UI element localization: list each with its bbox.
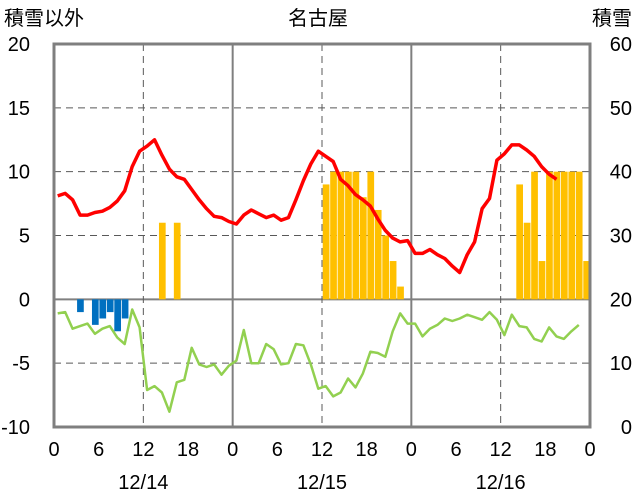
right-tick-label: 20 — [610, 289, 632, 311]
left-tick-label: 5 — [19, 226, 30, 248]
snow-bar — [546, 171, 553, 300]
left-tick-label: -10 — [1, 417, 30, 439]
blue-bar — [77, 299, 84, 313]
x-tick-label: 0 — [48, 439, 59, 461]
snow-bar — [337, 171, 345, 300]
date-label: 12/14 — [118, 472, 168, 494]
right-axis-ticks: 60 50 40 30 20 10 0 — [610, 34, 632, 439]
blue-bar — [121, 299, 129, 319]
snow-bar — [516, 184, 523, 300]
right-axis-label: 積雪 — [592, 6, 632, 30]
blue-bar — [91, 299, 99, 325]
snow-bar — [374, 209, 382, 300]
snow-bar — [553, 171, 561, 300]
left-axis-ticks: 20 15 10 5 0 -5 -10 — [1, 34, 30, 439]
snow-bar — [330, 171, 337, 300]
left-tick-label: 0 — [19, 289, 30, 311]
snow-bar — [359, 197, 367, 300]
left-axis-label: 積雪以外 — [4, 6, 84, 30]
snow-bar — [560, 171, 568, 300]
blue-bar — [99, 299, 107, 319]
snow-bar — [158, 222, 166, 300]
snow-bar — [397, 286, 404, 300]
left-tick-label: -5 — [12, 353, 30, 375]
snow-bar — [583, 261, 590, 300]
x-tick-label: 12 — [490, 439, 512, 461]
right-tick-label: 50 — [610, 98, 632, 120]
series-line — [57, 138, 558, 275]
x-tick-label: 18 — [356, 439, 378, 461]
snow-bar — [523, 222, 531, 300]
x-tick-label: 0 — [227, 439, 238, 461]
snow-bar — [538, 261, 546, 300]
bar-series — [77, 171, 590, 332]
left-tick-label: 20 — [8, 34, 30, 56]
x-axis-ticks: 0 6 12 18 0 6 12 18 0 6 12 18 0 — [48, 439, 595, 461]
x-tick-label: 6 — [93, 439, 104, 461]
x-tick-label: 0 — [406, 439, 417, 461]
x-tick-label: 0 — [584, 439, 595, 461]
date-label: 12/16 — [476, 472, 526, 494]
snow-bar — [173, 222, 181, 300]
plot-frame — [52, 42, 592, 429]
date-label: 12/15 — [297, 472, 347, 494]
snow-bar — [568, 171, 576, 300]
date-labels: 12/14 12/15 12/16 — [118, 472, 525, 494]
left-tick-label: 15 — [8, 98, 30, 120]
left-tick-label: 10 — [8, 162, 30, 184]
x-tick-label: 18 — [534, 439, 556, 461]
snow-bar — [322, 184, 330, 300]
chart-title: 名古屋 — [288, 6, 348, 30]
snow-bar — [531, 171, 538, 300]
x-tick-label: 6 — [272, 439, 283, 461]
snow-bar — [367, 171, 375, 300]
series-line — [57, 308, 580, 413]
blue-bar — [106, 299, 114, 313]
snow-bar — [352, 171, 360, 300]
x-tick-label: 6 — [450, 439, 461, 461]
right-tick-label: 60 — [610, 34, 632, 56]
x-tick-label: 12 — [132, 439, 154, 461]
snow-bar — [382, 235, 389, 300]
right-tick-label: 0 — [621, 417, 632, 439]
right-tick-label: 10 — [610, 353, 632, 375]
snow-bar — [345, 171, 352, 300]
grid-lines — [54, 44, 590, 427]
snow-bar — [575, 171, 583, 300]
right-tick-label: 30 — [610, 226, 632, 248]
x-tick-label: 18 — [177, 439, 199, 461]
blue-bar — [114, 299, 121, 332]
x-tick-label: 12 — [311, 439, 333, 461]
snow-bar — [389, 261, 397, 300]
right-tick-label: 40 — [610, 162, 632, 184]
